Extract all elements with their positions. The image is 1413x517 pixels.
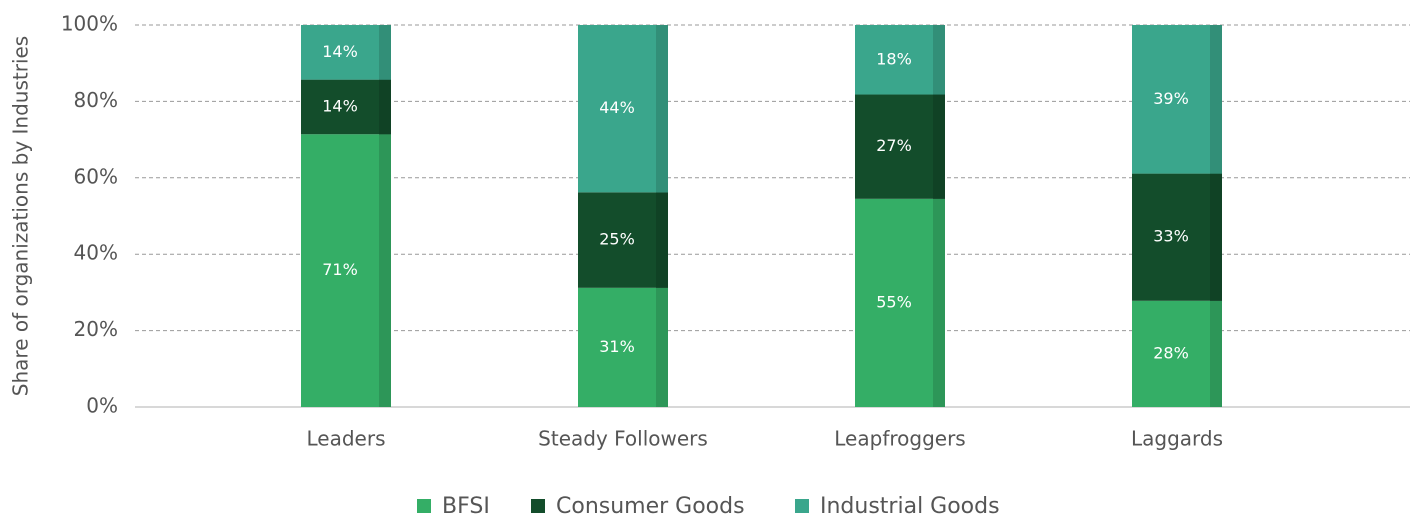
data-label: 71% <box>322 260 358 279</box>
legend-label: Industrial Goods <box>820 494 1000 517</box>
legend-label: Consumer Goods <box>556 494 745 517</box>
legend-swatch <box>531 499 545 513</box>
data-label: 39% <box>1153 89 1189 108</box>
bar-segment <box>1132 25 1222 174</box>
y-tick-label: 0% <box>86 394 118 418</box>
data-label: 55% <box>876 292 912 311</box>
data-label: 44% <box>599 98 635 117</box>
y-tick-label: 20% <box>74 317 118 341</box>
data-label: 33% <box>1153 227 1189 246</box>
x-tick-label: Steady Followers <box>538 427 708 451</box>
bar-segment <box>301 134 391 407</box>
bar-segment <box>855 94 945 199</box>
bar-segment <box>578 25 668 193</box>
y-tick-label: 60% <box>74 164 118 188</box>
bar-shade <box>1210 25 1222 174</box>
bar-segment <box>855 25 945 95</box>
legend-swatch <box>417 499 431 513</box>
bar-shade <box>656 287 668 407</box>
y-tick-label: 40% <box>74 241 118 265</box>
x-tick-label: Laggards <box>1131 427 1223 451</box>
y-axis-label: Share of organizations by Industries <box>9 36 33 396</box>
bar-shade <box>933 198 945 407</box>
bar-segment <box>578 287 668 407</box>
y-tick-label: 100% <box>61 12 118 36</box>
bar-segment <box>855 198 945 407</box>
data-label: 28% <box>1153 343 1189 362</box>
bar-shade <box>933 25 945 95</box>
bar-shade <box>933 94 945 199</box>
y-tick-label: 80% <box>74 88 118 112</box>
bar-shade <box>1210 173 1222 301</box>
bar-segment <box>1132 300 1222 407</box>
legend-label: BFSI <box>442 494 490 517</box>
bar-segment <box>1132 173 1222 301</box>
bar-shade <box>656 192 668 288</box>
bar-segment <box>301 25 391 80</box>
bar-shade <box>379 79 391 135</box>
legend-swatch <box>795 499 809 513</box>
bar-segment <box>301 79 391 135</box>
data-label: 18% <box>876 49 912 68</box>
x-tick-label: Leapfroggers <box>834 427 965 451</box>
x-tick-label: Leaders <box>307 427 386 451</box>
data-label: 27% <box>876 136 912 155</box>
data-label: 31% <box>599 337 635 356</box>
bar-shade <box>379 25 391 80</box>
data-label: 14% <box>322 96 358 115</box>
data-label: 14% <box>322 42 358 61</box>
bar-shade <box>1210 300 1222 407</box>
bar-shade <box>656 25 668 193</box>
data-label: 25% <box>599 230 635 249</box>
bar-segment <box>578 192 668 288</box>
bar-shade <box>379 134 391 407</box>
